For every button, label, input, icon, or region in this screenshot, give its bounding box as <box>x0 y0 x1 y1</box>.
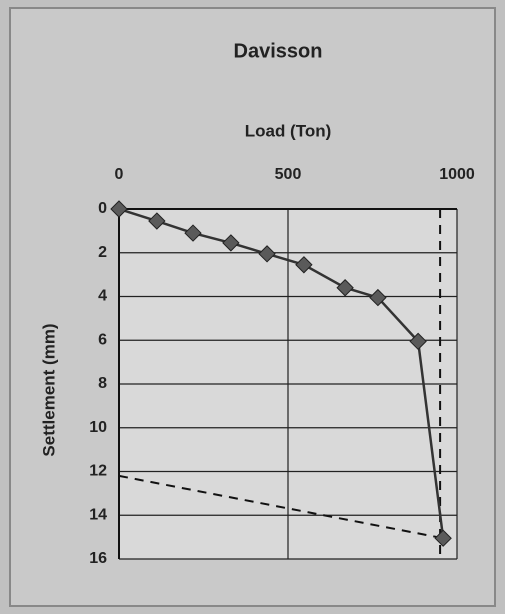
data-point <box>258 245 276 263</box>
data-point <box>336 279 354 297</box>
data-point <box>409 332 427 351</box>
y-tick-label: 2 <box>98 244 107 261</box>
x-tick-label: 500 <box>275 166 302 183</box>
y-tick-label: 12 <box>89 463 107 480</box>
data-line <box>118 207 445 539</box>
y-tick-label: 4 <box>98 288 107 305</box>
y-tick-label: 8 <box>98 375 107 392</box>
data-point <box>110 200 128 218</box>
data-point <box>369 288 387 307</box>
y-tick-label: 14 <box>89 506 107 523</box>
data-point <box>222 234 240 252</box>
y-tick-label: 10 <box>89 419 107 436</box>
data-point <box>434 529 452 547</box>
reference-line <box>118 474 444 540</box>
x-tick-label: 1000 <box>439 166 475 183</box>
data-point <box>148 212 166 230</box>
chart-title: Davisson <box>234 40 323 62</box>
y-tick-label: 16 <box>89 550 107 567</box>
y-tick-label: 0 <box>98 200 107 217</box>
data-point <box>184 224 202 242</box>
y-tick-label: 6 <box>98 331 107 348</box>
x-axis-title: Load (Ton) <box>245 121 332 140</box>
x-tick-label: 0 <box>115 166 124 183</box>
data-point <box>295 256 313 274</box>
y-axis-title: Settlement (mm) <box>39 323 58 456</box>
